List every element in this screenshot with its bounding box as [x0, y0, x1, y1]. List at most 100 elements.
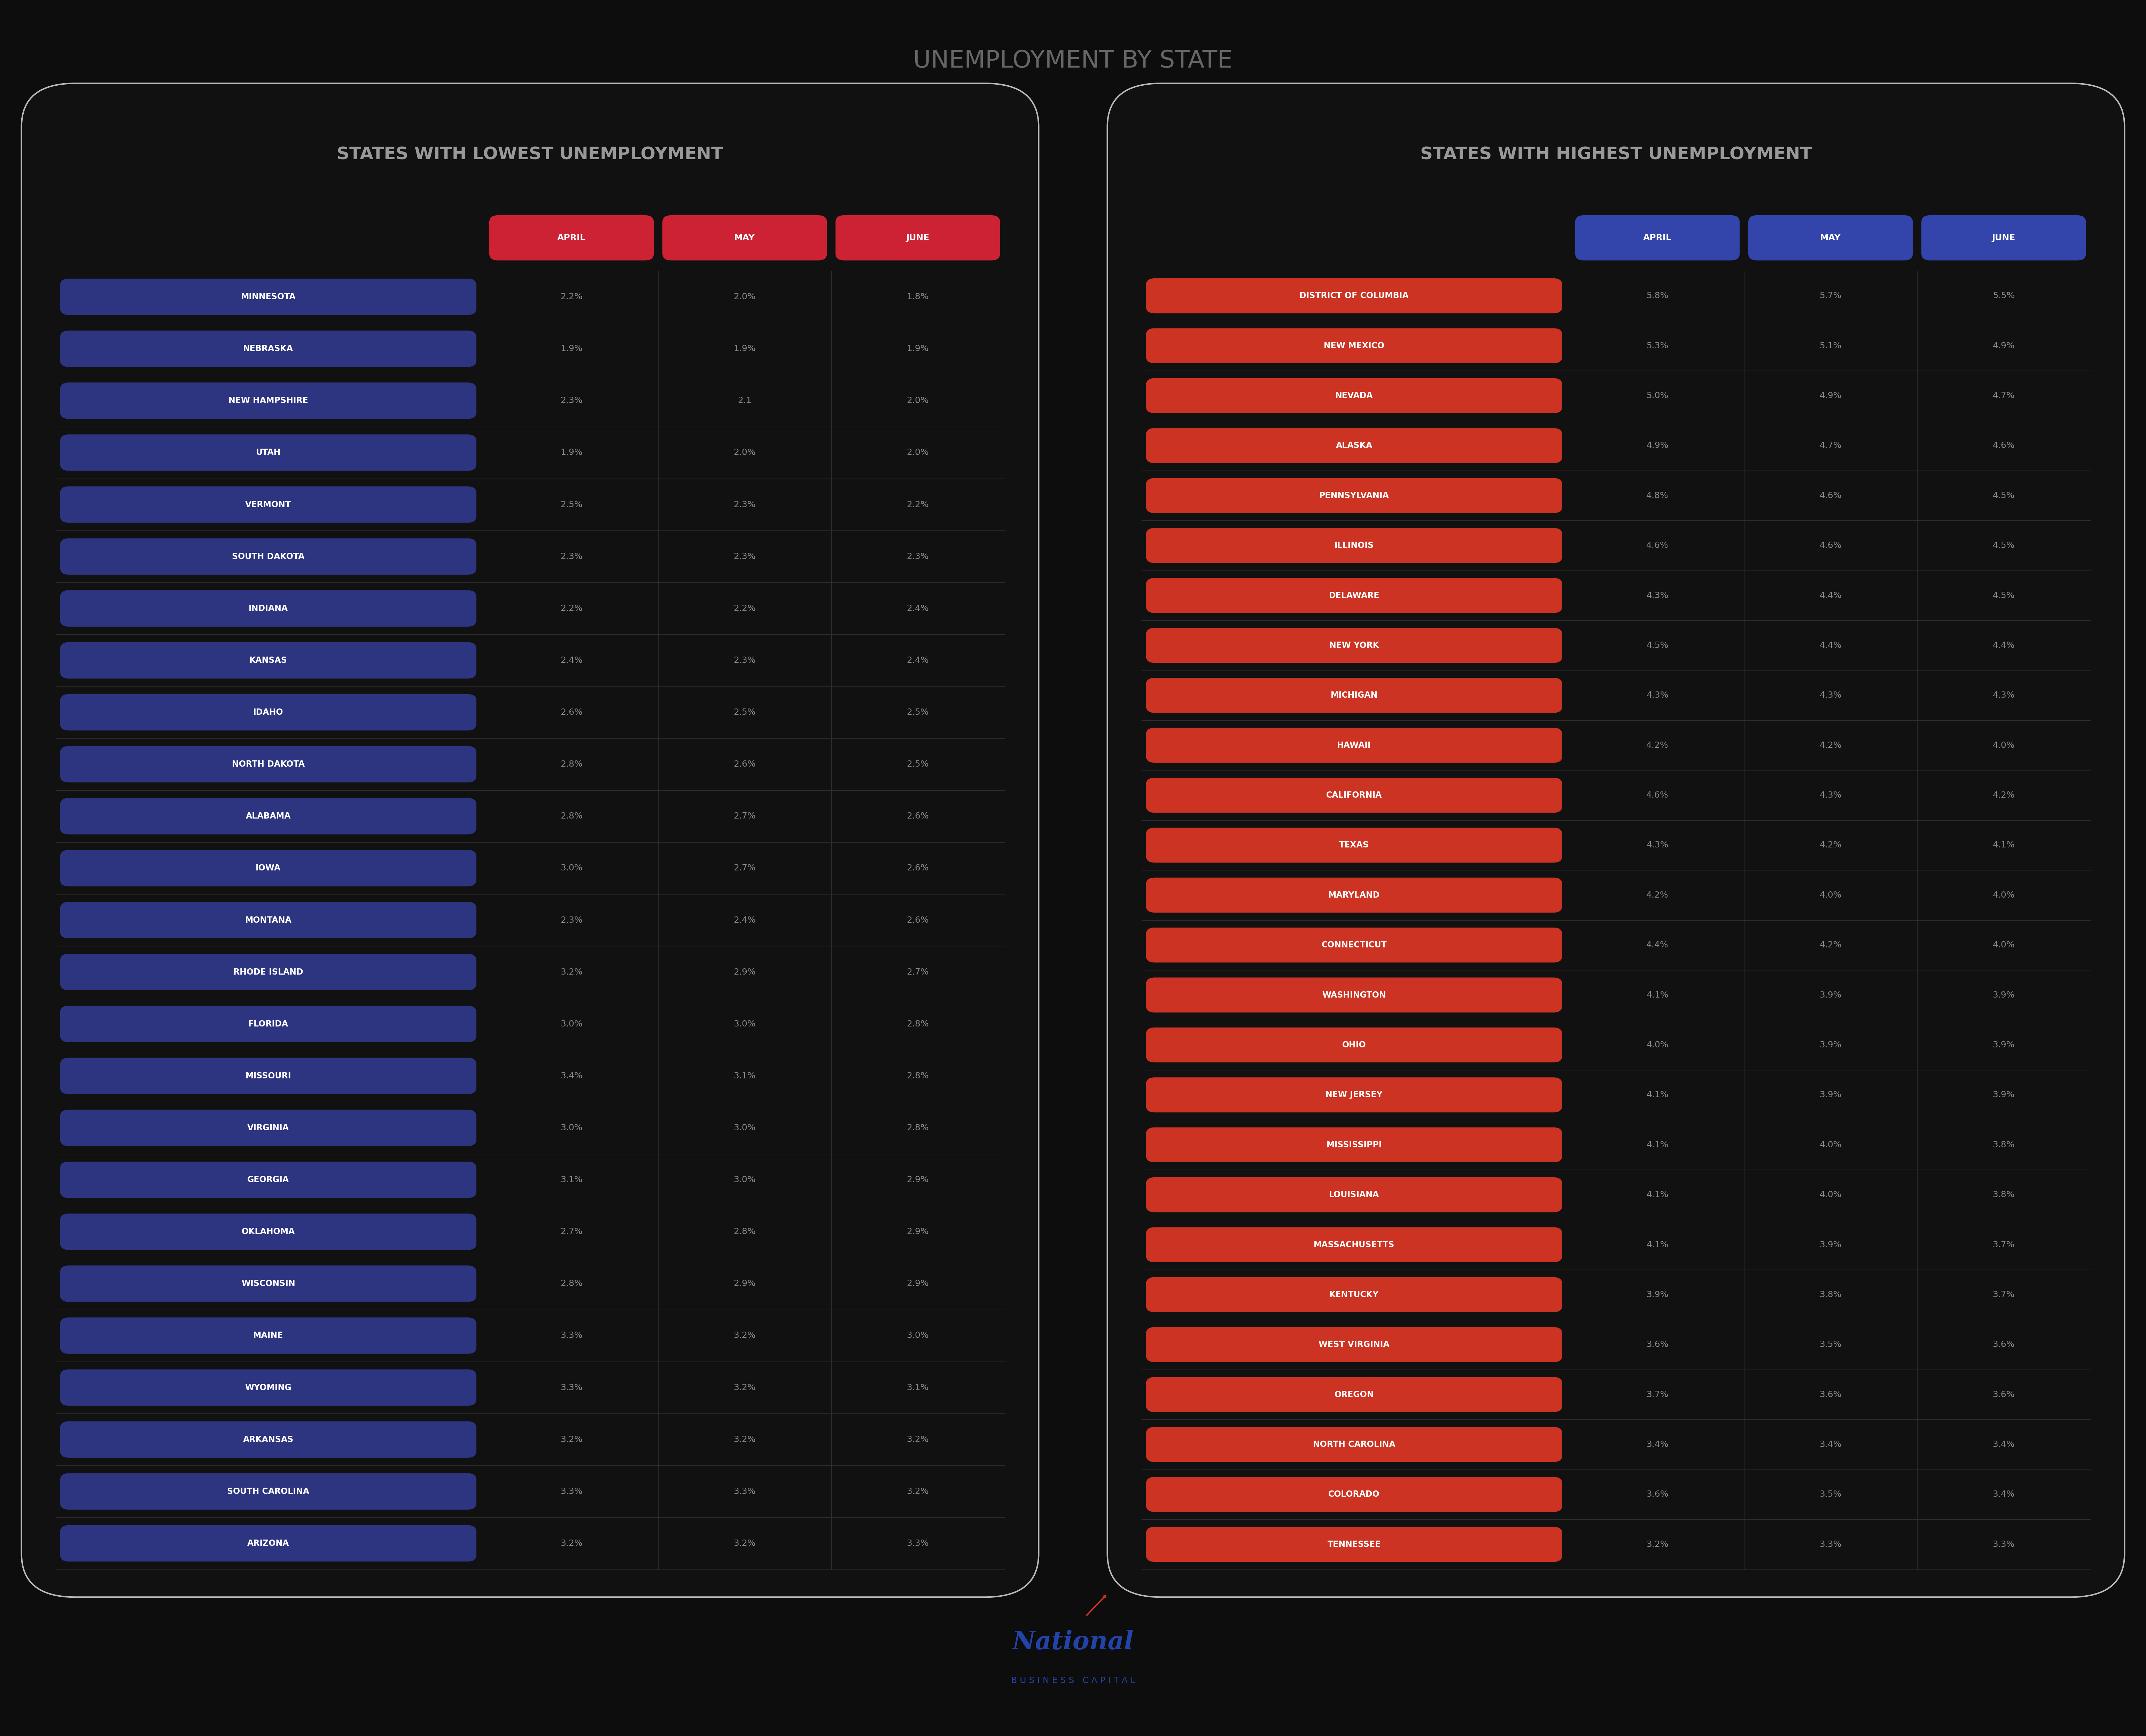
Text: NEBRASKA: NEBRASKA	[242, 344, 294, 352]
Text: 3.0%: 3.0%	[734, 1175, 755, 1184]
Text: TEXAS: TEXAS	[1339, 840, 1369, 849]
FancyBboxPatch shape	[60, 1161, 476, 1198]
FancyBboxPatch shape	[1146, 927, 1562, 962]
Text: 2.4%: 2.4%	[906, 604, 929, 613]
FancyBboxPatch shape	[60, 434, 476, 470]
Text: 4.2%: 4.2%	[1820, 941, 1841, 950]
Text: 2.5%: 2.5%	[908, 760, 929, 769]
Text: 5.8%: 5.8%	[1646, 292, 1667, 300]
FancyBboxPatch shape	[60, 278, 476, 314]
Text: 4.2%: 4.2%	[1991, 792, 2015, 799]
FancyBboxPatch shape	[60, 694, 476, 731]
Text: 4.0%: 4.0%	[1820, 1191, 1841, 1200]
Text: ALABAMA: ALABAMA	[247, 812, 290, 821]
Text: 2.4%: 2.4%	[734, 917, 755, 924]
Text: B U S I N E S S   C A P I T A L: B U S I N E S S C A P I T A L	[1011, 1677, 1135, 1684]
FancyBboxPatch shape	[1146, 328, 1562, 363]
Text: JUNE: JUNE	[1991, 234, 2015, 241]
Text: 3.1%: 3.1%	[908, 1384, 929, 1392]
FancyBboxPatch shape	[60, 746, 476, 783]
Text: 2.9%: 2.9%	[734, 969, 755, 976]
Text: 3.0%: 3.0%	[908, 1332, 929, 1340]
FancyBboxPatch shape	[60, 903, 476, 937]
Text: 3.2%: 3.2%	[734, 1332, 755, 1340]
FancyBboxPatch shape	[60, 1526, 476, 1562]
Text: 3.4%: 3.4%	[1994, 1489, 2015, 1498]
Text: 4.3%: 4.3%	[1994, 691, 2015, 700]
Text: 4.0%: 4.0%	[1994, 741, 2015, 750]
FancyBboxPatch shape	[1107, 83, 2125, 1597]
Text: 2.3%: 2.3%	[734, 500, 755, 509]
Text: 2.3%: 2.3%	[908, 552, 929, 561]
Text: 3.3%: 3.3%	[560, 1488, 582, 1496]
FancyBboxPatch shape	[1575, 215, 1740, 260]
Text: WEST VIRGINIA: WEST VIRGINIA	[1318, 1340, 1391, 1349]
Text: 2.3%: 2.3%	[734, 656, 755, 665]
FancyBboxPatch shape	[1146, 1528, 1562, 1562]
Text: 2.6%: 2.6%	[734, 760, 755, 769]
FancyBboxPatch shape	[60, 1474, 476, 1510]
Text: VERMONT: VERMONT	[245, 500, 292, 509]
Text: ARIZONA: ARIZONA	[247, 1540, 290, 1547]
Text: 2.3%: 2.3%	[734, 552, 755, 561]
Text: TENNESSEE: TENNESSEE	[1328, 1540, 1380, 1549]
Text: 3.6%: 3.6%	[1820, 1391, 1841, 1399]
Text: 2.8%: 2.8%	[734, 1227, 755, 1236]
Text: 4.2%: 4.2%	[1820, 741, 1841, 750]
Text: 1.8%: 1.8%	[908, 293, 929, 300]
Text: National: National	[1013, 1630, 1133, 1654]
Text: 3.2%: 3.2%	[560, 1436, 582, 1444]
Text: WYOMING: WYOMING	[245, 1384, 292, 1392]
Text: 5.0%: 5.0%	[1646, 392, 1667, 399]
Text: 2.6%: 2.6%	[906, 917, 929, 924]
FancyBboxPatch shape	[60, 642, 476, 679]
Text: ILLINOIS: ILLINOIS	[1335, 542, 1373, 550]
Text: 4.1%: 4.1%	[1994, 840, 2015, 849]
Text: 3.0%: 3.0%	[560, 1123, 582, 1132]
Text: NEW YORK: NEW YORK	[1328, 641, 1380, 649]
FancyBboxPatch shape	[60, 590, 476, 627]
Text: 2.9%: 2.9%	[908, 1279, 929, 1288]
Text: 5.5%: 5.5%	[1994, 292, 2015, 300]
Text: MINNESOTA: MINNESOTA	[240, 293, 296, 300]
Text: 3.3%: 3.3%	[908, 1540, 929, 1547]
FancyBboxPatch shape	[1146, 878, 1562, 913]
Text: 3.4%: 3.4%	[1820, 1441, 1841, 1448]
Text: 2.0%: 2.0%	[734, 448, 755, 457]
Text: MONTANA: MONTANA	[245, 917, 292, 924]
Text: 1.9%: 1.9%	[734, 344, 755, 352]
Text: NEVADA: NEVADA	[1335, 392, 1373, 399]
Text: NORTH DAKOTA: NORTH DAKOTA	[232, 760, 305, 769]
Text: OKLAHOMA: OKLAHOMA	[242, 1227, 294, 1236]
Text: 4.6%: 4.6%	[1820, 491, 1841, 500]
Text: 2.2%: 2.2%	[906, 500, 929, 509]
Text: MAINE: MAINE	[253, 1332, 283, 1340]
FancyBboxPatch shape	[60, 1318, 476, 1354]
Text: 2.2%: 2.2%	[734, 604, 755, 613]
Text: 3.9%: 3.9%	[1994, 991, 2015, 1000]
Text: MASSACHUSETTS: MASSACHUSETTS	[1313, 1241, 1395, 1248]
FancyBboxPatch shape	[60, 851, 476, 887]
Text: 5.3%: 5.3%	[1646, 342, 1667, 351]
FancyBboxPatch shape	[1146, 727, 1562, 762]
Text: 3.5%: 3.5%	[1820, 1340, 1841, 1349]
Text: 4.5%: 4.5%	[1994, 542, 2015, 550]
Text: CALIFORNIA: CALIFORNIA	[1326, 792, 1382, 799]
Text: 4.9%: 4.9%	[1820, 392, 1841, 399]
Text: MISSOURI: MISSOURI	[245, 1071, 292, 1080]
FancyBboxPatch shape	[60, 953, 476, 990]
Text: 3.2%: 3.2%	[560, 1540, 582, 1547]
Text: STATES WITH HIGHEST UNEMPLOYMENT: STATES WITH HIGHEST UNEMPLOYMENT	[1421, 146, 1811, 163]
Text: 1.9%: 1.9%	[560, 448, 582, 457]
Text: 4.0%: 4.0%	[1820, 1141, 1841, 1149]
Text: 4.3%: 4.3%	[1646, 840, 1667, 849]
Text: PENNSYLVANIA: PENNSYLVANIA	[1320, 491, 1388, 500]
Text: 4.2%: 4.2%	[1646, 741, 1670, 750]
Text: 3.4%: 3.4%	[560, 1071, 582, 1080]
Text: LOUISIANA: LOUISIANA	[1328, 1191, 1380, 1200]
Text: 2.3%: 2.3%	[560, 552, 582, 561]
Text: CONNECTICUT: CONNECTICUT	[1322, 941, 1386, 950]
Text: JUNE: JUNE	[906, 234, 929, 241]
Text: 2.0%: 2.0%	[734, 293, 755, 300]
FancyBboxPatch shape	[1146, 677, 1562, 713]
